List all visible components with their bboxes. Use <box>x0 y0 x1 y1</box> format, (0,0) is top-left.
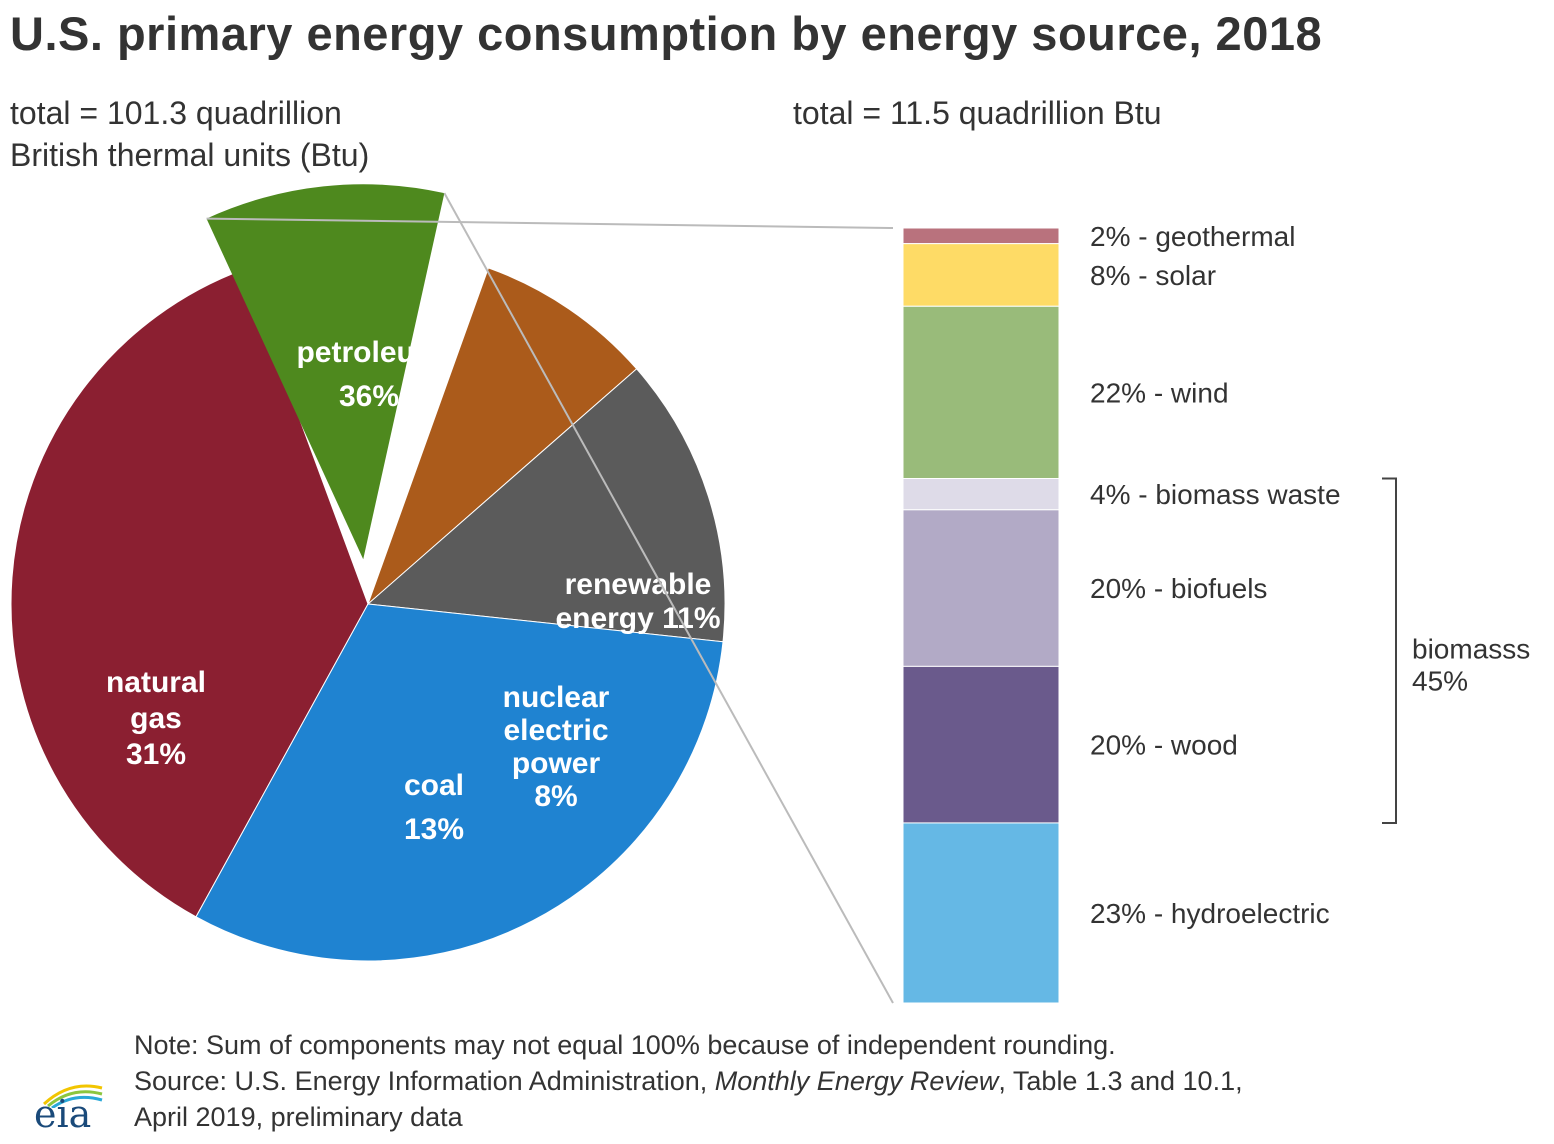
bar-segment-hydroelectric <box>902 822 1060 1004</box>
biomass-bracket-label: biomasss 45% <box>1412 634 1530 697</box>
bar-segment-biomass-waste <box>902 478 1060 511</box>
bar-total-label: total = 11.5 quadrillion Btu <box>793 95 1162 131</box>
connector-line-bottom <box>443 192 894 1004</box>
bar-label-hydroelectric: 23% - hydroelectric <box>1090 898 1330 929</box>
pie-slice-coal <box>366 368 726 643</box>
pie-total-label: total = 101.3 quadrillion British therma… <box>10 92 369 176</box>
pie-total-line2: British thermal units (Btu) <box>10 137 370 173</box>
footer-note: Note: Sum of components may not equal 10… <box>134 1030 1116 1060</box>
pie-label-petroleum: petroleum 36% <box>296 336 441 413</box>
pie-slice-natural-gas <box>195 603 724 962</box>
pie-slice-petroleum <box>10 268 369 918</box>
pie-label-renewable-energy: renewable energy 11% <box>555 568 720 635</box>
biomass-bracket <box>1382 477 1397 824</box>
bar-label-biofuels: 20% - biofuels <box>1090 573 1267 604</box>
bar-label-wind: 22% - wind <box>1090 377 1229 408</box>
footer-source-line2: April 2019, preliminary data <box>134 1102 463 1132</box>
eia-logo-text: eia <box>34 1092 92 1136</box>
chart-title: U.S. primary energy consumption by energ… <box>10 7 1323 60</box>
pie-label-natural-gas: natural gas 31% <box>106 666 206 771</box>
connector-line-top <box>206 217 894 229</box>
pie-slice-nuclear-electric-power <box>366 267 638 606</box>
pie-label-nuclear-electric-power: nuclear electric power 8% <box>503 681 610 813</box>
footer-source-prefix: Source: U.S. Energy Information Administ… <box>134 1066 715 1096</box>
bar-segment-geothermal <box>902 227 1060 245</box>
bar-segment-biofuels <box>902 509 1060 667</box>
footer-source-italic: Monthly Energy Review <box>714 1066 999 1096</box>
footer-notes: Note: Sum of components may not equal 10… <box>134 1027 1243 1135</box>
bar-segment-wind <box>902 305 1060 480</box>
bar-label-wood: 20% - wood <box>1090 730 1238 761</box>
pie-label-coal: coal 13% <box>404 769 464 846</box>
footer-source-line1: Source: U.S. Energy Information Administ… <box>134 1063 1243 1099</box>
bar-label-biomass-waste: 4% - biomass waste <box>1090 479 1341 510</box>
bar-label-solar: 8% - solar <box>1090 260 1216 291</box>
bar-segment-solar <box>902 243 1060 307</box>
pie-total-line1: total = 101.3 quadrillion <box>10 95 342 131</box>
bar-label-geothermal: 2% - geothermal <box>1090 221 1295 252</box>
bar-segment-wood <box>902 665 1060 824</box>
eia-logo: eia <box>30 1078 110 1138</box>
footer-source-suffix: , Table 1.3 and 10.1, <box>998 1066 1243 1096</box>
eia-logo-arcs-icon <box>42 1084 103 1108</box>
pie-slice-renewable-energy <box>206 184 445 560</box>
